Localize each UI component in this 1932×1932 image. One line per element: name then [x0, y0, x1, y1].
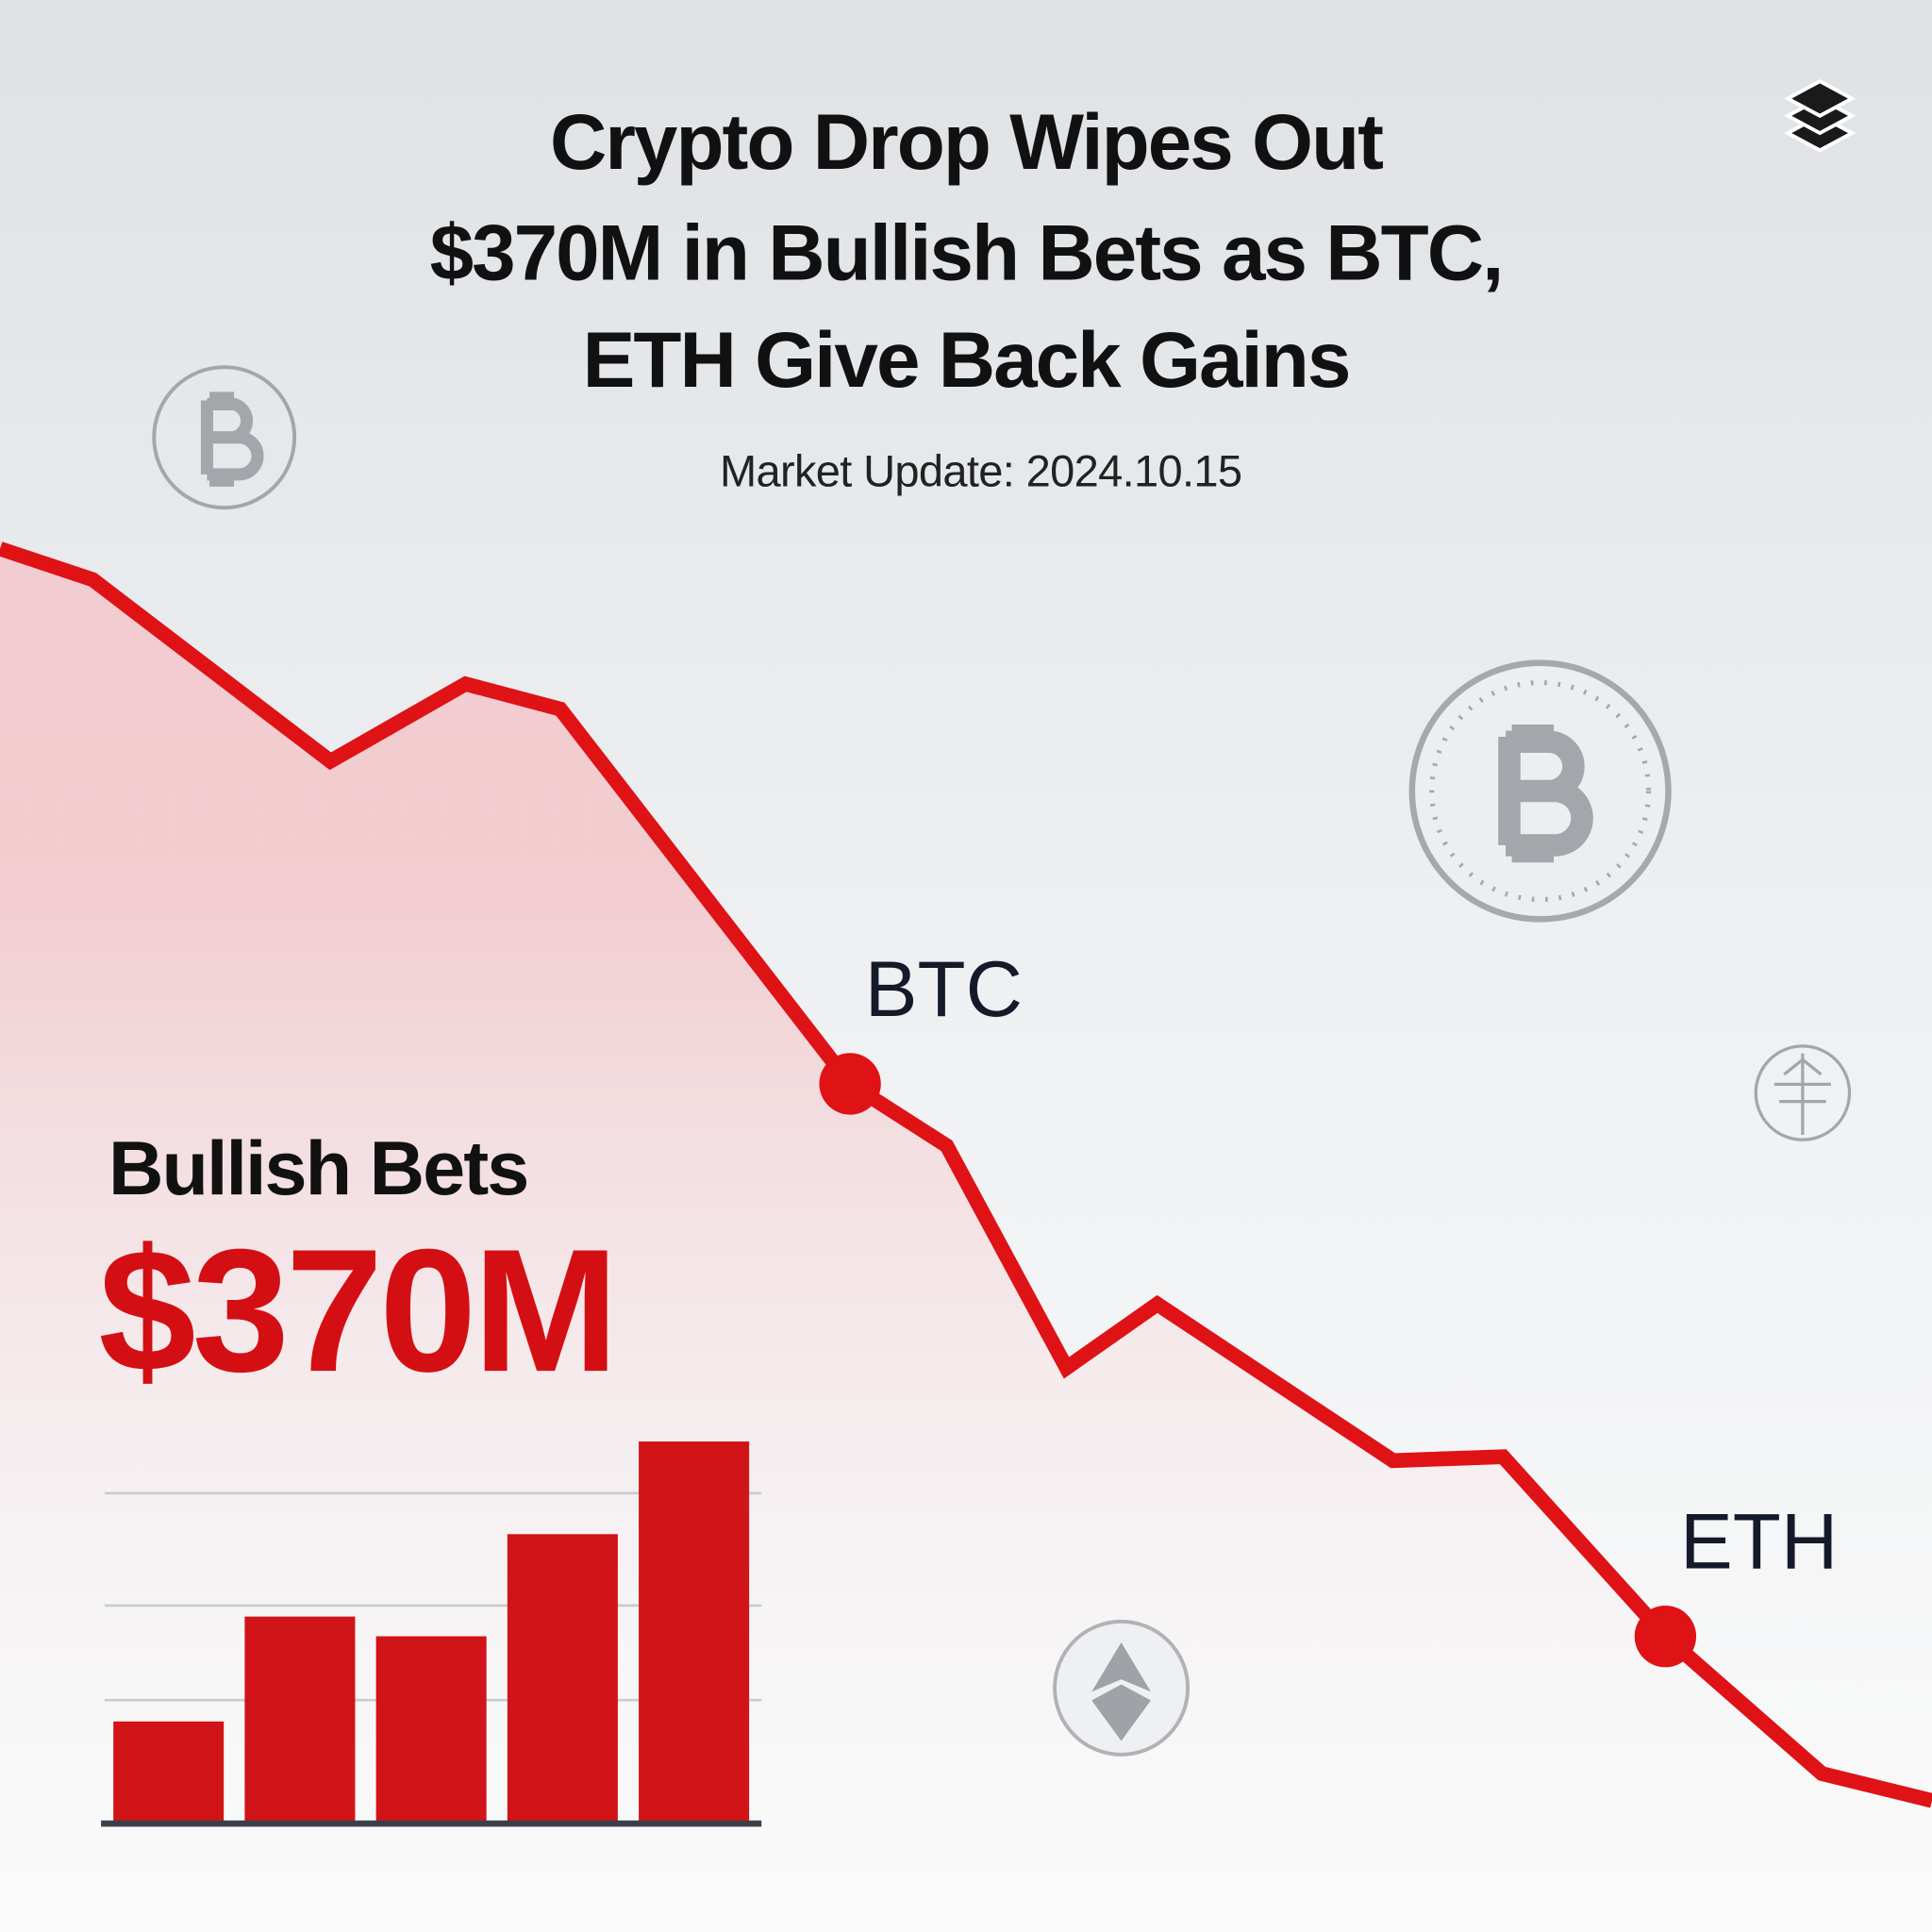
- area-fill: [0, 548, 1932, 1932]
- point-marker: [819, 1053, 881, 1115]
- layers-icon: [1784, 78, 1857, 153]
- bar: [507, 1534, 618, 1824]
- bar: [244, 1616, 356, 1824]
- coin-icon: [1754, 1044, 1852, 1141]
- bar: [113, 1721, 225, 1824]
- price-line: [0, 541, 1932, 1808]
- point-marker: [1634, 1606, 1697, 1668]
- callout-value: $370M: [98, 1213, 614, 1408]
- bar: [375, 1636, 487, 1824]
- coin-icon: [152, 365, 297, 510]
- coin-icon: [1053, 1619, 1191, 1757]
- title: ETH Give Back Gains: [583, 315, 1350, 404]
- title: Crypto Drop Wipes Out: [550, 97, 1383, 186]
- point-label: BTC: [865, 944, 1023, 1033]
- subtitle: Market Update: 2024.10.15: [720, 445, 1241, 495]
- callout-label: Bullish Bets: [108, 1126, 527, 1211]
- point-label: ETH: [1680, 1497, 1838, 1586]
- title: $370M in Bullish Bets as BTC,: [430, 208, 1503, 296]
- bar: [639, 1441, 750, 1824]
- coin-icon: [1408, 659, 1672, 923]
